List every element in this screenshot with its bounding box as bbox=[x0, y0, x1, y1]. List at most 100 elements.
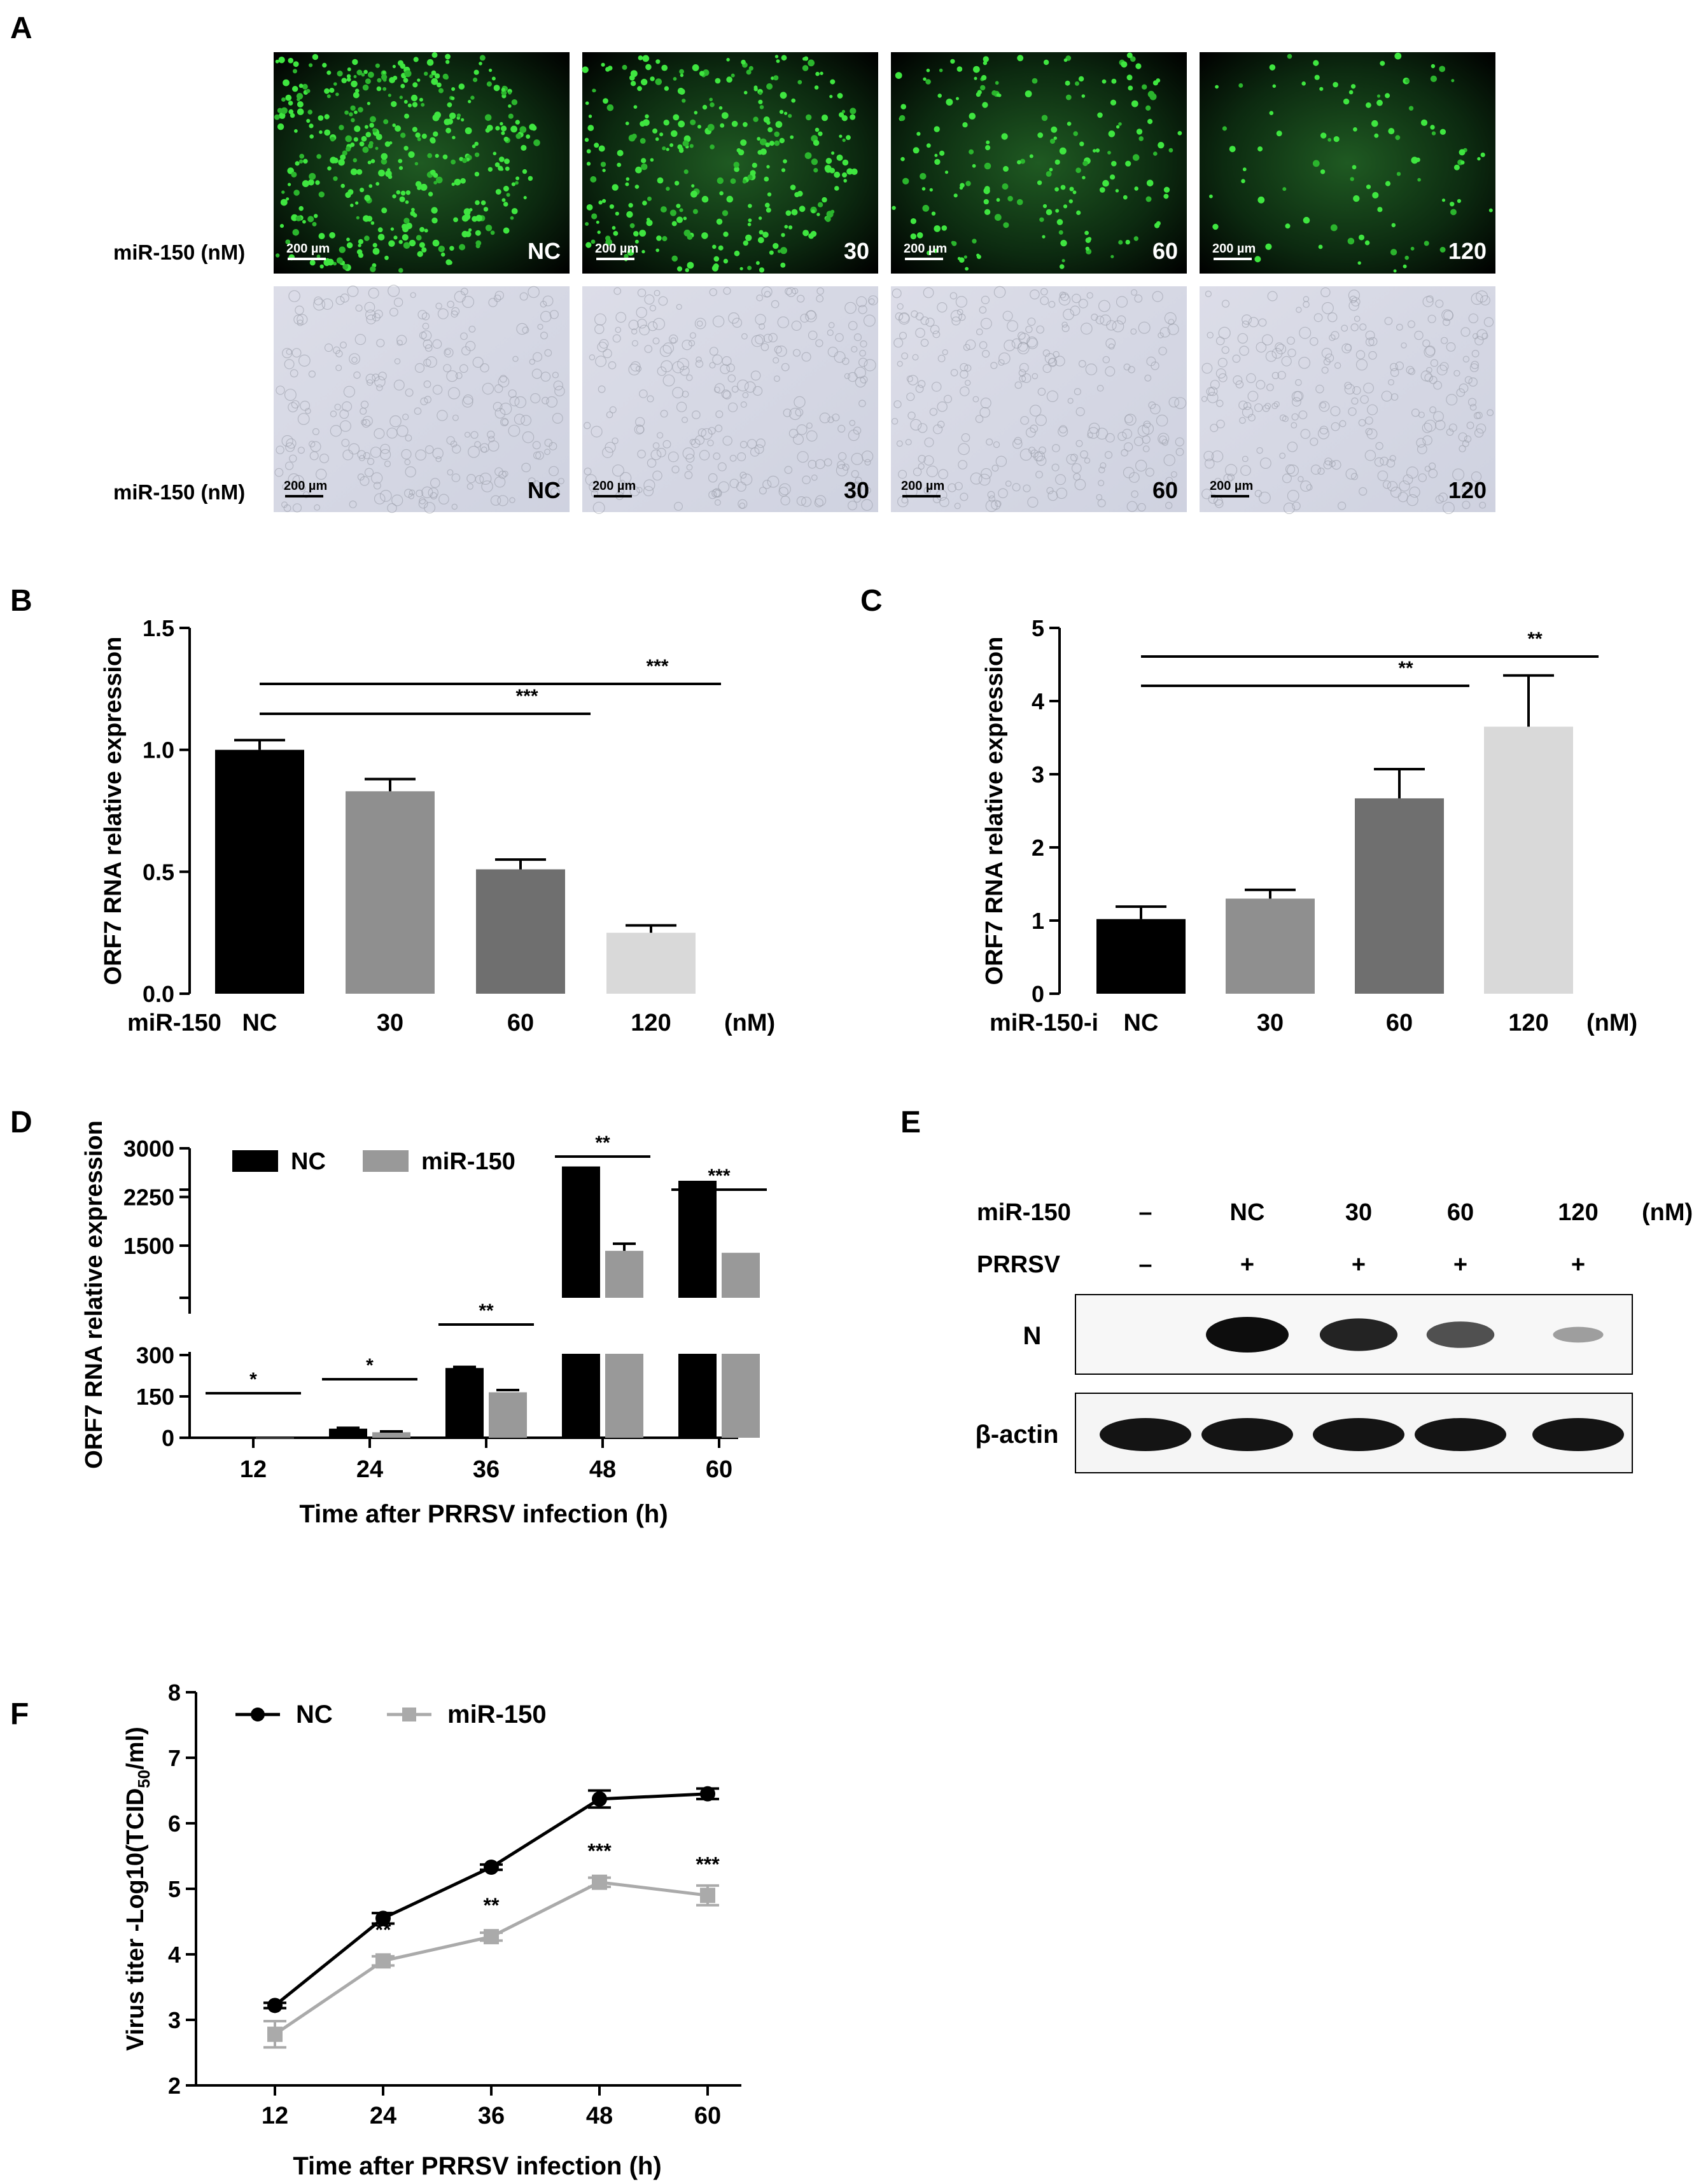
fluorescent-cell bbox=[1118, 240, 1123, 245]
fluorescent-cell bbox=[345, 191, 351, 198]
cell-outline bbox=[389, 307, 398, 317]
cell-outline bbox=[727, 402, 738, 412]
cell-outline bbox=[612, 437, 619, 445]
cell-outline bbox=[1406, 466, 1418, 479]
fluorescent-cell bbox=[324, 129, 331, 136]
bar-60 bbox=[1355, 798, 1444, 994]
x-tick-label: 24 bbox=[370, 2103, 396, 2129]
cell-outline bbox=[389, 415, 402, 428]
fluorescent-cell bbox=[1079, 141, 1084, 146]
fluorescent-cell bbox=[355, 201, 359, 205]
cell-outline bbox=[993, 441, 1000, 449]
cell-outline bbox=[334, 403, 341, 411]
cell-outline bbox=[806, 422, 813, 429]
fluorescent-cell bbox=[427, 153, 433, 158]
cell-outline bbox=[459, 364, 468, 373]
fluorescent-cell bbox=[1320, 169, 1326, 174]
dose-label: 30 bbox=[844, 477, 869, 503]
cell-outline bbox=[986, 438, 993, 446]
fluorescent-cell bbox=[404, 70, 412, 78]
cell-outline bbox=[1344, 384, 1355, 394]
fluorescent-cell bbox=[324, 88, 330, 94]
cell-outline bbox=[584, 467, 592, 475]
cell-outline bbox=[374, 428, 385, 439]
cell-outline bbox=[1030, 424, 1039, 433]
cell-outline bbox=[792, 434, 804, 445]
bar-lower-miR-150-48 bbox=[605, 1354, 643, 1438]
fluorescent-cell bbox=[519, 126, 527, 134]
cell-outline bbox=[1080, 450, 1088, 459]
cell-outline bbox=[599, 338, 609, 349]
fluorescent-cell bbox=[352, 59, 358, 66]
fluorescent-cell bbox=[365, 132, 372, 137]
cell-outline bbox=[694, 317, 706, 330]
cell-outline bbox=[1320, 287, 1331, 298]
cell-outline bbox=[697, 428, 707, 437]
fluorescent-cell bbox=[598, 145, 605, 152]
cell-outline bbox=[1323, 358, 1331, 366]
cell-outline bbox=[1387, 481, 1398, 492]
lane-mirna-label: 60 bbox=[1447, 1199, 1474, 1226]
cell-outline bbox=[788, 407, 802, 421]
cell-outline bbox=[1044, 353, 1056, 364]
cell-outline bbox=[684, 471, 693, 480]
fluorescent-cell bbox=[465, 231, 472, 237]
cell-outline bbox=[836, 464, 848, 476]
cell-outline bbox=[1399, 480, 1410, 492]
fluorescent-cell bbox=[367, 160, 372, 165]
fluorescent-cell bbox=[367, 102, 371, 106]
fluorescent-cell bbox=[818, 131, 823, 136]
cell-outline bbox=[416, 489, 424, 497]
cell-outline bbox=[975, 415, 984, 423]
cell-outline bbox=[405, 466, 416, 478]
cell-outline bbox=[673, 501, 683, 511]
fluorescent-cell bbox=[451, 87, 456, 91]
fluorescent-cell bbox=[1319, 87, 1324, 91]
cell-outline bbox=[314, 504, 321, 511]
cell-outline bbox=[1283, 502, 1295, 514]
fluorescent-cell bbox=[403, 242, 410, 249]
fluorescent-cell bbox=[775, 121, 783, 129]
cell-outline bbox=[762, 480, 772, 489]
fluorescent-cell bbox=[1366, 102, 1371, 108]
fluorescent-cell bbox=[716, 218, 723, 225]
cell-outline bbox=[696, 356, 702, 363]
cell-outline bbox=[672, 387, 683, 399]
cell-outline bbox=[321, 298, 333, 310]
fluorescent-cell bbox=[1229, 146, 1236, 153]
y-tick-label: 4 bbox=[1032, 688, 1044, 714]
cell-outline bbox=[1063, 309, 1074, 321]
cell-outline bbox=[726, 363, 735, 372]
fluorescent-cell bbox=[370, 221, 375, 225]
blot-label-n: N bbox=[1023, 1322, 1042, 1350]
cell-outline bbox=[1151, 361, 1159, 370]
fluorescent-cell bbox=[723, 232, 729, 237]
fluorescent-cell bbox=[933, 248, 938, 253]
fluorescent-cell bbox=[655, 78, 662, 85]
fluorescent-cell bbox=[628, 203, 633, 208]
fluorescent-cell bbox=[690, 190, 697, 198]
fluorescent-cell bbox=[702, 104, 708, 110]
fluorescent-cell bbox=[454, 179, 461, 186]
cell-outline bbox=[1085, 363, 1098, 375]
cell-outline bbox=[544, 349, 552, 357]
fluorescent-cell bbox=[398, 166, 403, 170]
x-tick-label: 60 bbox=[1386, 1010, 1413, 1036]
group-label: miR-150-i bbox=[990, 1010, 1098, 1036]
fluorescent-cell bbox=[925, 79, 931, 85]
fluorescent-cell bbox=[677, 87, 684, 95]
fluorescent-cell bbox=[937, 94, 942, 98]
cell-outline bbox=[415, 449, 426, 461]
fluorescent-cell bbox=[358, 253, 364, 258]
fluorescent-cell bbox=[766, 165, 770, 169]
cell-outline bbox=[1443, 310, 1454, 321]
cell-outline bbox=[781, 363, 790, 372]
cell-outline bbox=[1098, 480, 1105, 487]
cell-outline bbox=[348, 443, 360, 455]
cell-outline bbox=[1029, 405, 1042, 417]
fluorescent-cell bbox=[851, 168, 858, 175]
bar-lower-NC-60 bbox=[678, 1354, 717, 1438]
fluorescent-cell bbox=[612, 184, 619, 191]
fluorescent-cell bbox=[297, 101, 304, 108]
fluorescent-cell bbox=[486, 125, 493, 131]
